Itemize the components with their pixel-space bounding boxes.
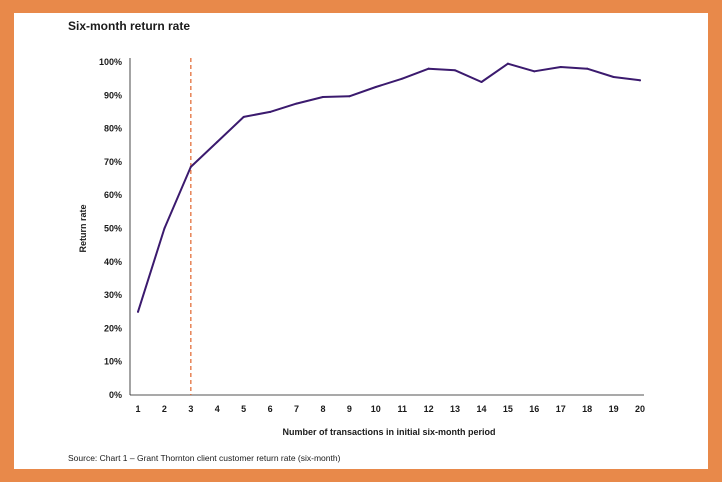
data-point <box>427 67 430 70</box>
x-tick-label: 8 <box>320 404 325 414</box>
source-note: Source: Chart 1 – Grant Thornton client … <box>68 453 341 463</box>
y-axis-label: Return rate <box>78 204 88 252</box>
data-point <box>454 69 457 72</box>
data-point <box>639 79 641 82</box>
x-tick-label: 9 <box>347 404 352 414</box>
data-point <box>321 95 324 98</box>
data-point <box>533 70 536 73</box>
x-tick-label: 5 <box>241 404 246 414</box>
x-tick-label: 18 <box>582 404 592 414</box>
x-tick-label: 14 <box>476 404 486 414</box>
y-tick-label: 60% <box>104 190 122 200</box>
y-tick-label: 10% <box>104 357 122 367</box>
y-tick-label: 0% <box>109 390 122 400</box>
data-point <box>216 140 219 143</box>
data-point <box>269 110 272 113</box>
data-point <box>612 75 615 78</box>
x-axis-label: Number of transactions in initial six-mo… <box>282 427 495 437</box>
y-tick-label: 90% <box>104 90 122 100</box>
data-point <box>480 80 483 83</box>
line-chart: 0%10%20%30%40%50%60%70%80%90%100%1 2 3 4 5 6 7… <box>78 57 645 437</box>
x-tick-label: 2 <box>162 404 167 414</box>
x-tick-label: 1 <box>135 404 140 414</box>
data-point <box>374 85 377 88</box>
x-tick-label: 19 <box>609 404 619 414</box>
data-point <box>559 65 562 68</box>
data-point <box>137 310 139 313</box>
data-point <box>242 115 245 118</box>
x-tick-label: 16 <box>529 404 539 414</box>
x-tick-label: 17 <box>556 404 566 414</box>
y-tick-label: 40% <box>104 257 122 267</box>
x-tick-label: 20 <box>635 404 645 414</box>
y-tick-label: 20% <box>104 323 122 333</box>
y-tick-label: 30% <box>104 290 122 300</box>
y-tick-label: 50% <box>104 224 122 234</box>
data-point <box>401 77 404 80</box>
data-point <box>586 67 589 70</box>
chart-panel: Six-month return rate 0% 10% 20% 30% 40% 50% 6… <box>14 13 708 469</box>
x-tick-label: 15 <box>503 404 513 414</box>
x-tick-label: 4 <box>215 404 220 414</box>
y-tick-label: 70% <box>104 157 122 167</box>
data-point <box>506 62 509 65</box>
data-point <box>189 165 192 168</box>
x-tick-label: 11 <box>397 404 407 414</box>
y-tick-label: 80% <box>104 124 122 134</box>
data-point <box>163 227 166 230</box>
data-point <box>348 95 351 98</box>
series-line <box>137 62 641 313</box>
x-tick-label: 12 <box>424 404 434 414</box>
x-tick-label: 13 <box>450 404 460 414</box>
x-tick-label: 6 <box>268 404 273 414</box>
x-tick-label: 7 <box>294 404 299 414</box>
x-tick-label: 10 <box>371 404 381 414</box>
x-tick-label: 3 <box>188 404 193 414</box>
chart-title: Six-month return rate <box>68 19 191 33</box>
y-tick-label: 100% <box>99 57 122 67</box>
data-point <box>295 102 298 105</box>
